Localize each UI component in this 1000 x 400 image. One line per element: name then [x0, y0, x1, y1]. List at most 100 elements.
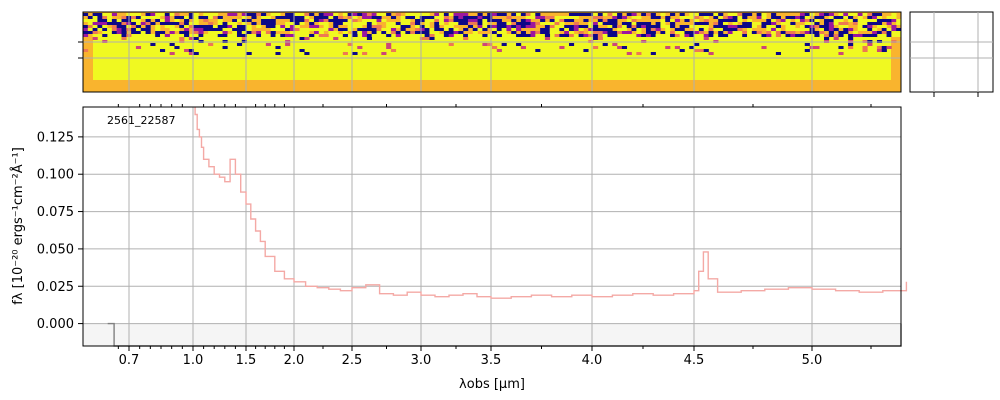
heatmap-pixel	[588, 25, 594, 28]
heatmap-pixel	[289, 16, 296, 19]
heatmap-pixel	[804, 22, 810, 25]
heatmap-pixel	[304, 52, 310, 55]
heatmap-pixel	[342, 19, 348, 22]
heatmap-pixel	[410, 13, 416, 16]
heatmap-pixel	[525, 19, 531, 22]
heatmap-pixel	[554, 31, 560, 34]
heatmap-pixel	[97, 28, 103, 31]
heatmap-pixel	[799, 25, 806, 28]
heatmap-pixel	[689, 46, 695, 49]
x-ticks: 0.7 1.0 1.5 2.0 2.5 3.0 3.5 4.0 4.5 5.0	[117, 104, 872, 368]
heatmap-pixel	[670, 34, 676, 37]
heatmap-pixel	[761, 13, 767, 16]
heatmap-pixel	[453, 31, 459, 34]
heatmap-frame	[82, 11, 902, 93]
heatmap-pixel	[256, 34, 262, 37]
heatmap-pixel	[395, 31, 401, 34]
heatmap-pixel	[333, 37, 339, 40]
heatmap-pixel	[612, 25, 618, 28]
heatmap-pixel	[549, 19, 555, 22]
heatmap-pixel	[217, 28, 223, 31]
heatmap-pixel	[665, 28, 671, 31]
heatmap-pixel	[140, 22, 146, 25]
heatmap-pixel	[184, 28, 190, 31]
heatmap-pixel	[732, 13, 738, 16]
heatmap-pixel	[184, 22, 190, 25]
heatmap-pixel	[169, 31, 175, 34]
heatmap-pixel	[415, 28, 421, 31]
heatmap-pixel	[347, 25, 353, 28]
heatmap-pixel	[544, 16, 551, 19]
heatmap-pixel	[97, 13, 103, 16]
heatmap-pixel	[294, 28, 300, 31]
heatmap-pixel	[544, 34, 551, 37]
heatmap-pixel	[496, 31, 502, 34]
heatmap-pixel	[862, 34, 868, 37]
heatmap-pixel	[164, 25, 170, 28]
heatmap-pixel	[496, 49, 502, 52]
heatmap-pixel	[698, 49, 705, 52]
heatmap-pixel	[174, 46, 180, 49]
heatmap-pixel	[241, 31, 247, 34]
heatmap-pixel	[415, 25, 421, 28]
y-tick-label: 0.125	[37, 130, 74, 145]
heatmap-pixel	[405, 13, 411, 16]
heatmap-pixel	[357, 46, 363, 49]
heatmap-pixel	[443, 13, 449, 16]
heatmap-pixel	[111, 22, 117, 25]
heatmap-pixel	[381, 31, 387, 34]
heatmap-pixel	[415, 22, 421, 25]
heatmap-pixel	[448, 19, 454, 22]
heatmap-pixel	[362, 16, 368, 19]
heatmap-pixel	[655, 34, 661, 37]
heatmap-pixel	[323, 28, 329, 31]
heatmap-pixel	[761, 25, 767, 28]
heatmap-pixel	[482, 19, 488, 22]
heatmap-pixel	[828, 31, 834, 34]
heatmap-pixel	[246, 52, 252, 55]
heatmap-pixel	[636, 25, 642, 28]
heatmap-pixel	[501, 22, 507, 25]
heatmap-pixel	[410, 16, 416, 19]
heatmap-pixel	[155, 16, 161, 19]
heatmap-pixel	[83, 19, 89, 22]
heatmap-pixel	[742, 22, 748, 25]
heatmap-pixel	[395, 34, 401, 37]
heatmap-pixel	[848, 16, 854, 19]
heatmap-pixel	[357, 13, 363, 16]
heatmap-pixel	[833, 34, 839, 37]
heatmap-pixel	[674, 19, 680, 22]
heatmap-pixel	[415, 34, 421, 37]
heatmap-pixel	[645, 34, 652, 37]
heatmap-pixel	[111, 28, 117, 31]
heatmap-pixel	[799, 28, 806, 31]
heatmap-pixel	[424, 13, 430, 16]
heatmap-pixel	[694, 43, 700, 46]
heatmap-pixel	[309, 25, 315, 28]
heatmap-pixel	[362, 52, 368, 55]
heatmap-pixel	[593, 28, 599, 31]
heatmap-pixel	[188, 49, 194, 52]
heatmap-pixel	[111, 31, 117, 34]
heatmap-pixel	[607, 22, 613, 25]
heatmap-pixel	[852, 34, 858, 37]
heatmap-pixel	[857, 25, 863, 28]
heatmap-pixel	[217, 31, 223, 34]
heatmap-pixel	[650, 31, 656, 34]
heatmap-pixel	[650, 25, 656, 28]
heatmap-pixel	[650, 13, 656, 16]
heatmap-pixel	[573, 16, 579, 19]
heatmap-pixel	[621, 25, 628, 28]
heatmap-pixel	[891, 28, 897, 31]
heatmap-pixel	[155, 19, 161, 22]
heatmap-pixel	[636, 28, 642, 31]
heatmap-pixel	[496, 28, 502, 31]
heatmap-pixel	[246, 28, 252, 31]
heatmap-pixel	[694, 22, 700, 25]
heatmap-pixel	[241, 19, 247, 22]
heatmap-pixel	[684, 19, 690, 22]
heatmap-pixel	[92, 31, 98, 34]
heatmap-pixel	[665, 46, 671, 49]
heatmap-pixel	[362, 13, 368, 16]
heatmap-pixel	[131, 25, 137, 28]
